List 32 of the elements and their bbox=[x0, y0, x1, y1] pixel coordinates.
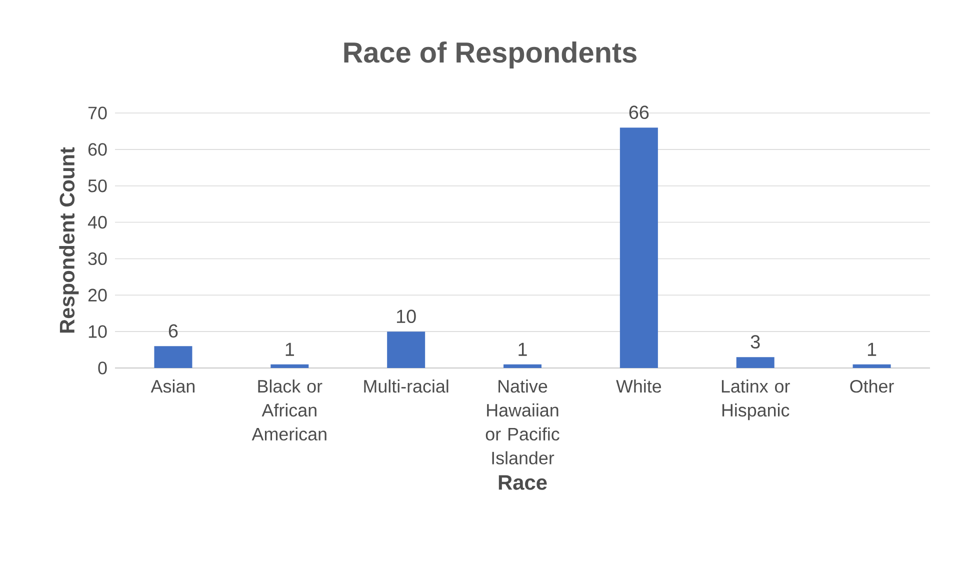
x-tick-label: Asian bbox=[150, 380, 194, 393]
y-axis-title: Respondent Count bbox=[59, 147, 79, 333]
data-label: 1 bbox=[286, 342, 294, 356]
x-tick-label: Other bbox=[850, 380, 894, 393]
y-tick-label: 50 bbox=[88, 180, 107, 192]
y-tick-label: 10 bbox=[88, 325, 107, 338]
bar bbox=[154, 346, 192, 368]
y-tick-label: 0 bbox=[98, 362, 107, 374]
data-label: 6 bbox=[168, 324, 178, 338]
y-tick-label: 70 bbox=[88, 106, 107, 120]
y-tick-label: 40 bbox=[88, 216, 107, 229]
data-label: 1 bbox=[868, 342, 876, 356]
data-label: 3 bbox=[750, 335, 760, 349]
y-tick-label: 20 bbox=[88, 288, 107, 302]
bar bbox=[736, 357, 774, 368]
x-axis-title: Race bbox=[498, 475, 547, 490]
bar bbox=[852, 364, 891, 368]
data-label: 66 bbox=[629, 106, 649, 120]
x-tick-label: Native Hawaiian or Pacific Islander bbox=[486, 380, 560, 464]
x-tick-label: Black or African American bbox=[252, 380, 326, 441]
data-label: 10 bbox=[396, 310, 416, 324]
x-tick-label: White bbox=[616, 380, 662, 393]
y-tick-label: 60 bbox=[88, 143, 107, 156]
data-label: 1 bbox=[518, 342, 527, 356]
bar bbox=[387, 332, 426, 368]
bar bbox=[620, 128, 658, 368]
y-tick-label: 30 bbox=[88, 252, 107, 266]
bar bbox=[270, 364, 309, 368]
bar bbox=[504, 364, 542, 368]
chart-title: Race of Respondents bbox=[344, 42, 636, 68]
x-tick-label: Latinx or Hispanic bbox=[722, 380, 790, 420]
x-tick-label: Multi-racial bbox=[364, 380, 448, 393]
